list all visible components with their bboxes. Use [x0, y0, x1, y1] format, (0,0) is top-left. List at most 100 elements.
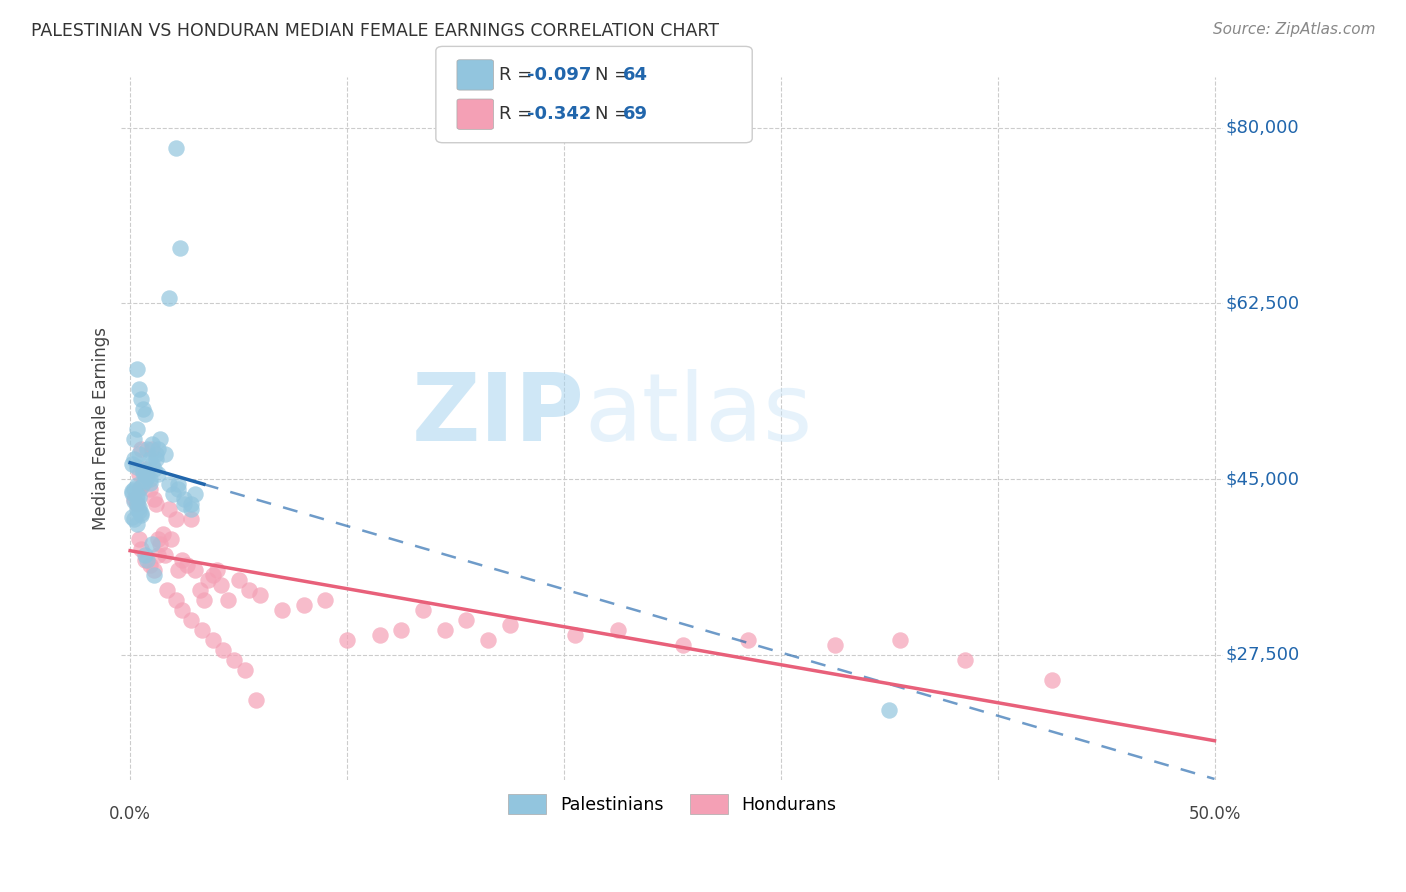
Point: [143, 567, 166, 582]
Text: $45,000: $45,000: [1226, 470, 1299, 488]
Point: [166, 563, 188, 577]
Text: $80,000: $80,000: [1226, 119, 1299, 136]
Point: [162, 487, 184, 501]
Point: [124, 452, 146, 467]
Point: [607, 623, 630, 637]
Point: [143, 462, 166, 476]
Point: [125, 361, 148, 376]
Point: [153, 548, 176, 562]
Point: [136, 552, 159, 566]
Point: [172, 603, 194, 617]
Point: [176, 558, 198, 572]
Point: [824, 638, 846, 652]
Point: [134, 462, 156, 476]
Point: [156, 582, 179, 597]
Point: [238, 582, 260, 597]
Point: [124, 482, 146, 496]
Point: [169, 241, 191, 255]
Point: [157, 477, 180, 491]
Point: [212, 643, 235, 657]
Point: [245, 693, 267, 707]
Point: [201, 567, 224, 582]
Point: [136, 442, 159, 456]
Point: [145, 497, 167, 511]
Text: 69: 69: [623, 105, 648, 123]
Point: [314, 592, 336, 607]
Point: [138, 472, 160, 486]
Point: [433, 623, 456, 637]
Point: [134, 548, 156, 562]
Point: [224, 653, 246, 667]
Point: [477, 632, 499, 647]
Point: [166, 477, 188, 491]
Point: [128, 482, 150, 496]
Point: [165, 141, 187, 155]
Point: [143, 563, 166, 577]
Point: [138, 482, 160, 496]
Point: [134, 552, 156, 566]
Point: [165, 512, 187, 526]
Point: [197, 573, 219, 587]
Point: [128, 504, 150, 518]
Point: [125, 517, 148, 532]
Point: [292, 598, 315, 612]
Point: [138, 452, 160, 467]
Text: ZIP: ZIP: [412, 369, 583, 461]
Point: [368, 628, 391, 642]
Point: [124, 494, 146, 508]
Point: [389, 623, 412, 637]
Point: [138, 476, 160, 491]
Point: [134, 474, 156, 488]
Point: [138, 558, 160, 572]
Point: [129, 480, 152, 494]
Point: [125, 497, 148, 511]
Point: [217, 592, 239, 607]
Point: [271, 603, 294, 617]
Point: [128, 490, 150, 504]
Point: [121, 484, 143, 499]
Point: [141, 537, 163, 551]
Point: [141, 457, 163, 471]
Point: [249, 588, 271, 602]
Point: [166, 482, 188, 496]
Point: [141, 437, 163, 451]
Point: [124, 512, 146, 526]
Point: [157, 502, 180, 516]
Point: [456, 613, 478, 627]
Point: [160, 533, 183, 547]
Point: [128, 500, 150, 515]
Point: [132, 401, 155, 416]
Point: [190, 623, 212, 637]
Point: [205, 563, 228, 577]
Point: [148, 548, 170, 562]
Point: [953, 653, 976, 667]
Point: [134, 468, 156, 483]
Point: [136, 470, 159, 484]
Point: [184, 563, 207, 577]
Text: 50.0%: 50.0%: [1188, 805, 1240, 823]
Point: [129, 508, 152, 523]
Point: [125, 502, 148, 516]
Point: [498, 617, 520, 632]
Point: [132, 464, 155, 478]
Point: [148, 533, 170, 547]
Point: [132, 477, 155, 491]
Point: [184, 487, 207, 501]
Point: [180, 613, 202, 627]
Text: Source: ZipAtlas.com: Source: ZipAtlas.com: [1212, 22, 1375, 37]
Point: [149, 537, 172, 551]
Point: [148, 442, 170, 456]
Point: [336, 632, 359, 647]
Point: [157, 292, 180, 306]
Point: [128, 533, 150, 547]
Point: [564, 628, 586, 642]
Text: PALESTINIAN VS HONDURAN MEDIAN FEMALE EARNINGS CORRELATION CHART: PALESTINIAN VS HONDURAN MEDIAN FEMALE EA…: [31, 22, 718, 40]
Point: [188, 582, 211, 597]
Text: N =: N =: [595, 105, 634, 123]
Point: [141, 442, 163, 456]
Point: [173, 497, 195, 511]
Point: [889, 632, 911, 647]
Point: [228, 573, 250, 587]
Point: [121, 486, 143, 500]
Legend: Palestinians, Hondurans: Palestinians, Hondurans: [501, 787, 844, 821]
